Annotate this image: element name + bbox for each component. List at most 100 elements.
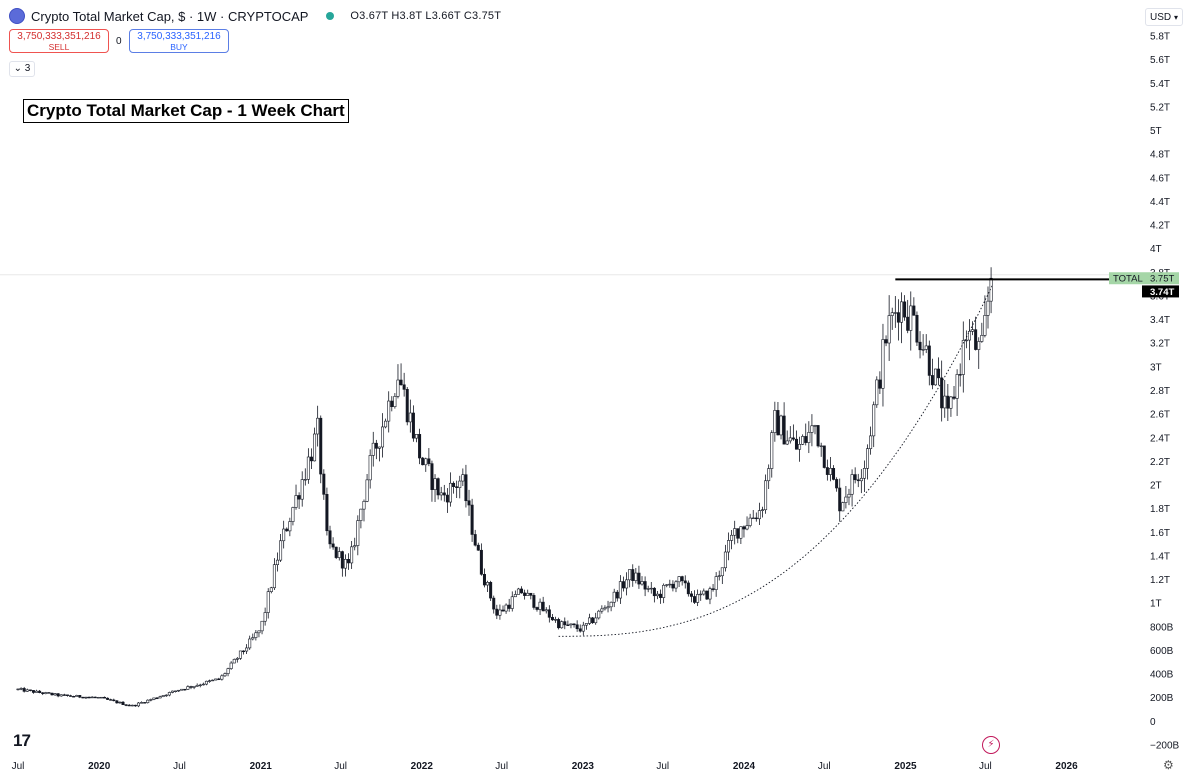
candle-body (955, 374, 959, 399)
candle-body (584, 623, 588, 626)
candle-body (143, 702, 147, 704)
candle-body (677, 576, 681, 583)
candle-body (921, 349, 925, 351)
y-tick-label: 2T (1150, 481, 1162, 492)
x-tick-label: Jul (818, 761, 831, 772)
candle-body (504, 604, 508, 612)
candle-body (745, 525, 749, 530)
candle-body (408, 412, 412, 423)
x-tick-label: 2026 (1055, 761, 1078, 772)
candle-body (415, 434, 419, 439)
candle-body (689, 593, 693, 597)
candle-body (229, 662, 233, 669)
candle-body (974, 329, 978, 350)
candle-body (291, 507, 295, 522)
candle-body (696, 594, 700, 603)
candle-body (251, 637, 255, 640)
y-tick-label: 400B (1150, 670, 1174, 681)
lightning-icon[interactable]: ⚡ (982, 736, 1000, 754)
candle-body (38, 690, 42, 693)
candle-body (294, 495, 298, 508)
candle-body (495, 608, 499, 616)
y-tick-label: 4T (1150, 244, 1162, 255)
candle-body (31, 690, 35, 693)
symbol-title[interactable]: Crypto Total Market Cap, $ · 1W · CRYPTO… (31, 8, 309, 24)
candle-body (365, 479, 369, 502)
currency-select[interactable]: USD ▾ (1145, 8, 1183, 26)
gear-icon[interactable]: ⚙ (1163, 758, 1174, 772)
candle-body (405, 389, 409, 423)
candle-body (665, 584, 669, 586)
candle-body (822, 445, 826, 468)
candle-body (402, 384, 406, 390)
candle-body (359, 508, 363, 521)
indicators-toggle[interactable]: ⌄ 3 (9, 61, 35, 77)
candle-body (686, 582, 690, 595)
candle-body (28, 689, 32, 691)
candle-body (115, 700, 119, 704)
candle-body (683, 580, 687, 584)
candle-body (479, 549, 483, 575)
candle-body (174, 690, 178, 693)
candle-body (557, 619, 561, 629)
candle-body (649, 587, 653, 590)
candle-body (702, 590, 706, 595)
candle-body (130, 704, 134, 707)
candle-body (813, 425, 817, 427)
series-label-bg (1109, 272, 1179, 285)
y-tick-label: 5.6T (1150, 55, 1170, 66)
candle-body (464, 474, 468, 502)
y-tick-label: 4.8T (1150, 150, 1170, 161)
candle-body (180, 688, 184, 691)
candle-body (371, 442, 375, 456)
candle-body (859, 477, 863, 482)
candle-body (492, 597, 496, 610)
candle-body (350, 546, 354, 564)
candle-body (368, 455, 372, 481)
candle-body (906, 316, 910, 331)
candle-body (770, 432, 774, 469)
candle-body (767, 468, 771, 482)
candle-body (303, 479, 307, 481)
candle-body (396, 379, 400, 397)
symbol-logo-icon (9, 8, 25, 24)
candle-body (442, 492, 446, 496)
sell-button[interactable]: 3,750,333,351,216 SELL (9, 29, 109, 53)
candle-body (835, 479, 839, 489)
candle-body (816, 425, 820, 447)
candle-body (186, 686, 190, 690)
candle-body (563, 621, 567, 626)
candle-body (424, 458, 428, 466)
candle-body (343, 559, 347, 569)
candle-body (356, 520, 360, 546)
candle-body (668, 583, 672, 586)
candle-body (96, 697, 100, 699)
candle-body (900, 301, 904, 323)
candle-body (275, 559, 279, 565)
candle-body (133, 704, 137, 707)
candle-body (788, 437, 792, 442)
candle-body (245, 647, 249, 652)
candle-body (211, 679, 215, 682)
candle-body (680, 576, 684, 582)
candle-body (121, 701, 125, 706)
candle-body (693, 596, 697, 603)
candle-body (445, 494, 449, 503)
candle-body (912, 305, 916, 316)
candle-body (572, 623, 576, 626)
candle-body (331, 543, 335, 548)
candle-body (628, 569, 632, 581)
candle-body (297, 495, 301, 500)
candle-body (238, 650, 242, 659)
candle-body (742, 526, 746, 530)
candle-body (844, 496, 848, 503)
candle-body (828, 468, 832, 475)
candle-body (909, 305, 913, 331)
candle-body (659, 593, 663, 598)
tradingview-logo-icon[interactable]: 17 (13, 731, 31, 750)
buy-button[interactable]: 3,750,333,351,216 BUY (129, 29, 229, 53)
candle-body (300, 479, 304, 500)
candle-body (232, 659, 236, 664)
candle-body (597, 610, 601, 619)
